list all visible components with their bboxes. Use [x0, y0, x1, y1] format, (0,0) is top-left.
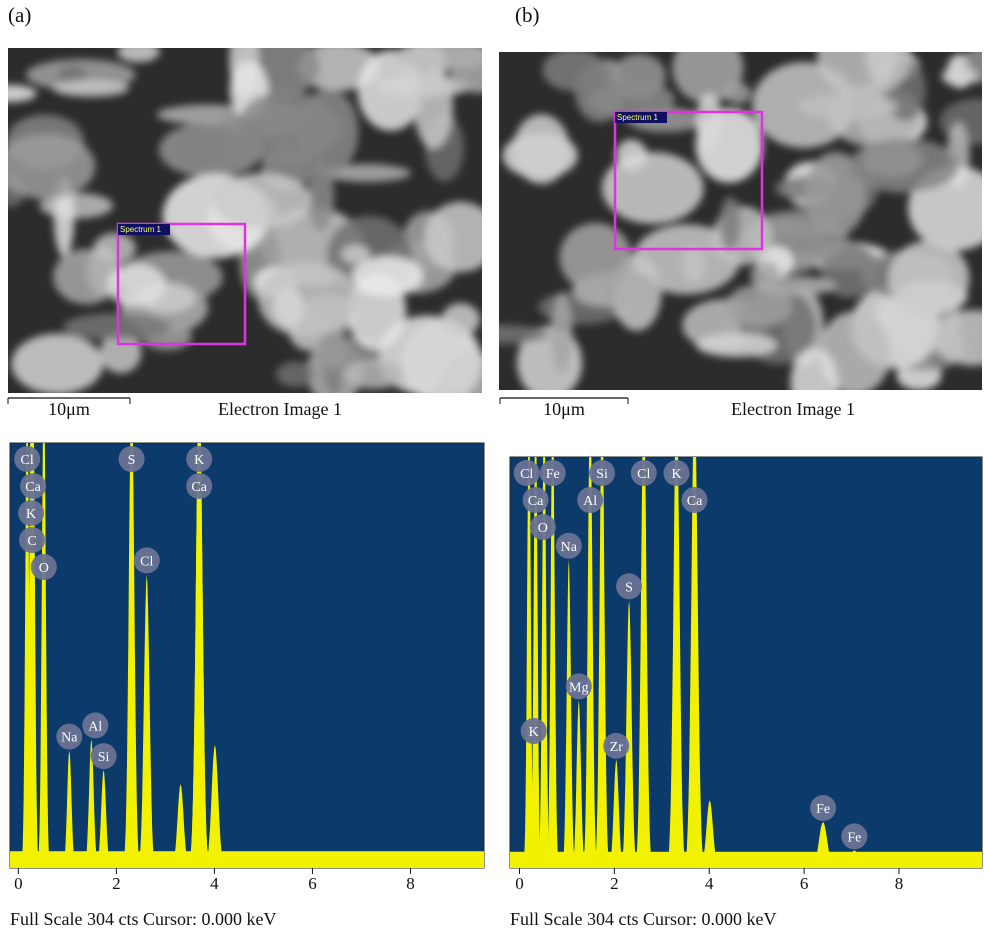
- x-tick-label: 8: [895, 874, 904, 893]
- particle: [414, 67, 453, 149]
- figure: (a)Spectrum 110μmElectron Image 1ClCaKCO…: [0, 0, 984, 933]
- element-label: K: [194, 453, 204, 468]
- element-label: Ca: [191, 480, 207, 495]
- element-label: Si: [596, 467, 608, 482]
- element-label: Na: [561, 540, 578, 555]
- x-tick-label: 4: [210, 874, 219, 893]
- element-label: K: [529, 725, 539, 740]
- particle: [751, 261, 780, 289]
- panel-label: (b): [515, 3, 540, 27]
- element-label: Na: [61, 731, 78, 746]
- element-label: O: [39, 561, 49, 576]
- particle: [941, 67, 977, 86]
- element-label: Cl: [140, 554, 153, 569]
- particle: [93, 233, 136, 265]
- particle: [258, 262, 358, 337]
- sem-image: Spectrum 1: [451, 17, 984, 416]
- particle: [237, 91, 338, 165]
- particle: [273, 288, 305, 327]
- particle: [602, 152, 704, 224]
- sem-image: Spectrum 1: [0, 19, 523, 429]
- x-tick-label: 2: [610, 874, 619, 893]
- particle: [720, 197, 741, 251]
- particle: [174, 123, 227, 169]
- particle: [316, 332, 346, 370]
- scale-label: 10μm: [543, 399, 585, 419]
- panel-label: (a): [8, 3, 31, 27]
- x-tick-label: 8: [406, 874, 415, 893]
- element-label: Fe: [816, 802, 830, 817]
- element-label: Al: [88, 719, 102, 734]
- x-tick-label: 6: [308, 874, 317, 893]
- image-caption: Electron Image 1: [218, 399, 342, 419]
- particle: [342, 360, 405, 389]
- particle: [213, 173, 311, 228]
- spectrum-footer: Full Scale 304 cts Cursor: 0.000 keV: [10, 909, 276, 929]
- particle: [551, 294, 573, 374]
- element-label: Cl: [520, 467, 533, 482]
- particle: [0, 133, 95, 199]
- particle: [542, 49, 605, 91]
- particle: [276, 362, 313, 387]
- particle: [866, 26, 896, 85]
- x-tick-label: 0: [515, 874, 524, 893]
- image-caption: Electron Image 1: [731, 399, 855, 419]
- particle: [11, 334, 103, 394]
- particle: [559, 223, 631, 292]
- element-label: Ca: [528, 494, 544, 509]
- particle: [117, 41, 159, 62]
- region-label: Spectrum 1: [120, 225, 161, 234]
- spectrum-footer: Full Scale 304 cts Cursor: 0.000 keV: [510, 909, 776, 929]
- element-label: S: [625, 580, 633, 595]
- element-label: Fe: [847, 830, 861, 845]
- x-tick-label: 6: [800, 874, 809, 893]
- element-label: K: [671, 467, 681, 482]
- x-tick-label: 0: [14, 874, 23, 893]
- particle: [696, 93, 722, 153]
- element-label: Ca: [687, 494, 703, 509]
- element-label: Mg: [569, 680, 588, 695]
- element-label: Ca: [25, 480, 41, 495]
- particle: [107, 263, 166, 307]
- particle: [616, 139, 647, 169]
- particle: [696, 333, 778, 357]
- background-counts: [10, 851, 484, 868]
- element-label: Cl: [21, 453, 34, 468]
- element-label: O: [538, 521, 548, 536]
- particle: [682, 246, 707, 282]
- element-label: Cl: [637, 467, 650, 482]
- element-label: S: [128, 453, 136, 468]
- particle: [441, 303, 480, 336]
- element-label: K: [26, 507, 36, 522]
- spectrum-bg: [10, 443, 484, 868]
- element-label: Zr: [610, 740, 624, 755]
- particle: [672, 33, 743, 104]
- element-label: C: [27, 534, 36, 549]
- element-label: Al: [583, 494, 597, 509]
- x-tick-label: 4: [705, 874, 714, 893]
- x-tick-label: 2: [112, 874, 121, 893]
- page: {"panels":[ {"label":"(a)","image":{"reg…: [0, 0, 984, 933]
- element-label: Fe: [546, 467, 560, 482]
- particle: [798, 93, 898, 120]
- particle: [513, 114, 569, 184]
- particle: [849, 139, 959, 193]
- particle: [53, 80, 129, 97]
- particle: [888, 241, 969, 316]
- particle: [424, 202, 497, 272]
- particle: [341, 245, 370, 264]
- element-label: Si: [98, 750, 110, 765]
- scale-label: 10μm: [48, 399, 90, 419]
- region-label: Spectrum 1: [617, 113, 658, 122]
